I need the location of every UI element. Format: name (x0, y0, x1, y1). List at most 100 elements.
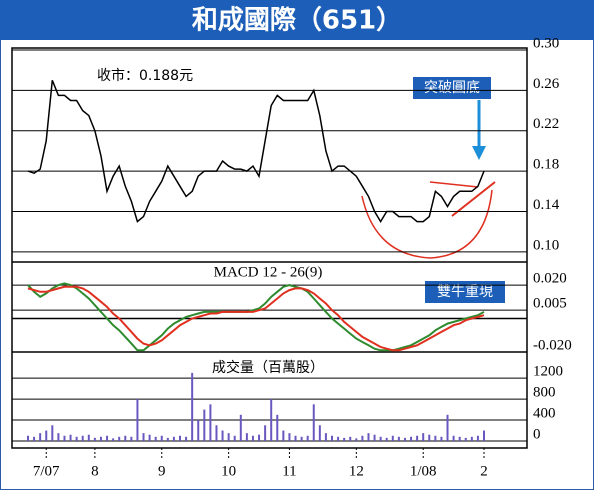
volume-bar (434, 435, 437, 441)
volume-bar (51, 425, 54, 441)
volume-bar (343, 437, 346, 441)
volume-bar (258, 434, 261, 441)
x-tick-label: 10 (221, 463, 236, 479)
y-tick-label: 0.26 (533, 76, 560, 92)
macd-line (27, 285, 485, 352)
volume-bar (318, 425, 321, 441)
volume-bar (379, 436, 382, 441)
volume-bar (458, 436, 461, 441)
annotation-box (413, 77, 491, 99)
y-tick-label: 0.10 (533, 237, 559, 253)
volume-bar (306, 435, 309, 441)
y-tick-label: 0.30 (533, 35, 559, 51)
volume-bar (264, 425, 267, 441)
breakout-annotation: 突破圓底 (424, 80, 480, 96)
y-tick-label: 1200 (533, 364, 563, 380)
volume-bar (355, 438, 358, 441)
volume-bar (45, 430, 48, 441)
volume-bar (118, 436, 121, 441)
y-tick-label: 0.18 (533, 157, 559, 173)
volume-bar (361, 435, 364, 441)
y-tick-label: 0.22 (533, 116, 559, 132)
x-tick-label: 9 (158, 463, 166, 479)
volume-bar (367, 433, 370, 441)
title-bar (0, 0, 594, 40)
volume-bar (282, 430, 285, 441)
annotation-box (425, 281, 505, 303)
y-tick-label: 400 (533, 405, 556, 421)
volume-bar (69, 434, 72, 441)
volume-bar (87, 434, 90, 441)
volume-bar (172, 436, 175, 441)
y-tick-label: 0.14 (533, 197, 560, 213)
volume-bar (440, 436, 443, 441)
volume-bar (63, 435, 66, 441)
volume-bar (27, 435, 29, 441)
volume-bar (142, 433, 145, 441)
trend-line (451, 181, 496, 217)
volume-bar (179, 435, 181, 441)
y-tick-label: 0.005 (533, 296, 567, 312)
volume-bar (294, 435, 297, 441)
macd-annotation: 雙牛重現 (437, 284, 493, 300)
volume-bar (203, 409, 206, 441)
macd-line (27, 282, 485, 352)
volume-bar (446, 414, 449, 441)
volume-bar (300, 436, 303, 441)
volume-bar (391, 435, 394, 441)
volume-bar (331, 435, 333, 441)
volume-bar (81, 435, 84, 441)
volume-bar (416, 435, 419, 441)
volume-bar (385, 437, 388, 441)
volume-bar (197, 420, 200, 441)
round-bottom-arc (361, 189, 493, 259)
volume-bar (428, 434, 431, 441)
volume-bar (483, 430, 485, 441)
volume-bar (397, 436, 400, 441)
volume-bar (239, 414, 242, 441)
macd-title: MACD 12 - 26(9) (214, 264, 323, 280)
volume-title: 成交量（百萬股） (212, 359, 324, 376)
y-tick-label: -0.020 (533, 337, 572, 353)
volume-bar (288, 433, 291, 441)
x-tick-label: 7/07 (33, 463, 60, 479)
x-tick-label: 12 (349, 463, 364, 479)
volume-bar (148, 434, 151, 441)
x-tick-label: 11 (282, 463, 296, 479)
volume-bar (312, 404, 315, 441)
volume-bar (464, 437, 467, 441)
close-annotation: 收市：0.188元 (97, 67, 193, 84)
volume-bar (93, 437, 96, 441)
volume-bar (99, 436, 102, 441)
volume-bar (337, 436, 340, 441)
volume-bar (106, 435, 109, 441)
volume-bar (452, 435, 455, 441)
volume-bar (373, 434, 376, 441)
volume-bar (75, 436, 78, 441)
volume-bar (209, 404, 212, 441)
volume-bar (422, 433, 425, 441)
volume-bar (154, 436, 157, 441)
y-tick-label: 800 (533, 385, 556, 401)
volume-bar (403, 437, 406, 441)
volume-bar (136, 399, 139, 441)
volume-bar (276, 414, 279, 441)
volume-bar (410, 436, 413, 441)
volume-bar (130, 436, 133, 441)
volume-bar (112, 438, 115, 441)
volume-bar (33, 436, 36, 441)
volume-bar (476, 435, 479, 441)
volume-bar (166, 437, 169, 441)
chart-title: 和成國際（651） (192, 6, 402, 36)
volume-bar (57, 433, 60, 441)
arrow-head (472, 146, 486, 160)
volume-bar (160, 435, 163, 441)
volume-bar (221, 430, 224, 441)
y-tick-label: 0 (533, 426, 541, 442)
volume-bar (245, 433, 248, 441)
trend-line (429, 181, 479, 188)
volume-bar (191, 372, 194, 441)
volume-bar (470, 436, 473, 441)
